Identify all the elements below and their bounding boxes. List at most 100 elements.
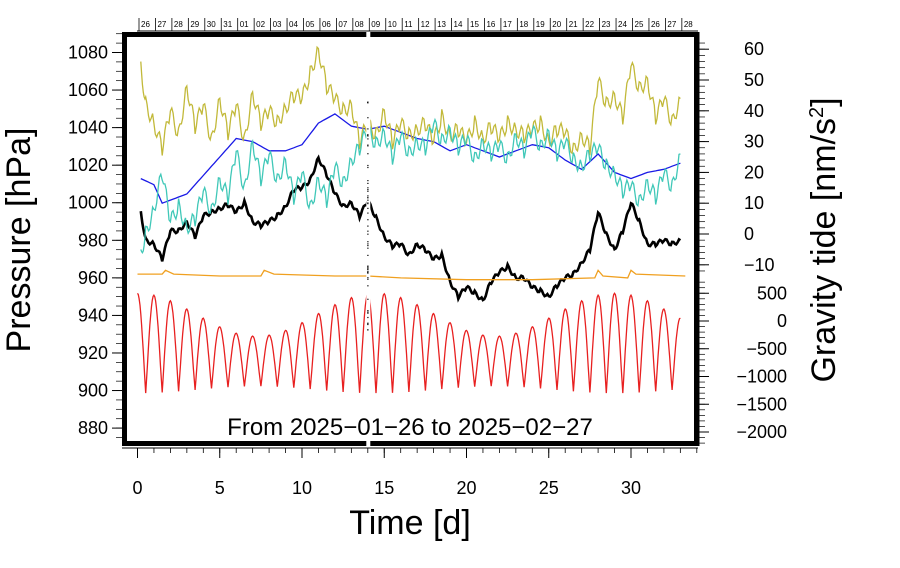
date-tick-label: 19: [536, 20, 545, 29]
gap-scatter-point: [367, 117, 368, 118]
date-tick-label: 02: [256, 20, 265, 29]
gap-scatter-point: [367, 255, 368, 256]
left-tick-label: 900: [78, 381, 108, 401]
x-tick-label: 25: [539, 478, 559, 498]
gap-scatter-point: [367, 189, 368, 190]
gap-scatter-point: [367, 312, 368, 313]
left-tick-label: 1020: [68, 155, 108, 175]
date-tick-label: 17: [503, 20, 512, 29]
gap-scatter-point: [367, 195, 368, 196]
gap-scatter-point: [367, 248, 368, 249]
gap-scatter-point: [367, 234, 368, 235]
left-axis-title: Pressure [hPa]: [0, 128, 38, 353]
gap-scatter-point: [367, 153, 368, 154]
gap-scatter-point: [367, 180, 368, 181]
gap-scatter-point: [367, 165, 368, 166]
right-upper-tick-label: 30: [744, 132, 764, 152]
right-axis-title-tail: ]: [805, 97, 843, 106]
gap-scatter-point: [367, 310, 368, 311]
gap-scatter-point: [367, 191, 368, 192]
gap-scatter-point: [367, 102, 368, 103]
date-tick-label: 21: [569, 20, 578, 29]
date-tick-label: 30: [207, 20, 216, 29]
date-tick-label: 04: [289, 20, 298, 29]
right-upper-tick-label: 10: [744, 193, 764, 213]
gap-scatter-point: [367, 271, 368, 272]
date-tick-label: 08: [355, 20, 364, 29]
x-tick-label: 20: [456, 478, 476, 498]
date-tick-label: 31: [223, 20, 232, 29]
right-upper-tick-label: 0: [744, 224, 754, 244]
date-tick-label: 07: [338, 20, 347, 29]
gap-scatter-point: [367, 231, 368, 232]
gap-scatter-point: [367, 273, 368, 274]
left-tick-label: 1080: [68, 43, 108, 63]
date-tick-label: 28: [174, 20, 183, 29]
right-lower-tick-label: −500: [746, 339, 787, 359]
date-tick-label: 13: [437, 20, 446, 29]
x-tick-label: 5: [215, 478, 225, 498]
left-tick-label: 920: [78, 343, 108, 363]
right-upper-tick-label: 40: [744, 101, 764, 121]
date-tick-label: 11: [404, 20, 413, 29]
x-axis-title: Time [d]: [349, 504, 471, 542]
gap-scatter-point: [367, 145, 368, 146]
left-tick-label: 1000: [68, 193, 108, 213]
gap-scatter-point: [367, 138, 368, 139]
right-upper-tick-label: 50: [744, 70, 764, 90]
left-tick-label: 940: [78, 305, 108, 325]
right-lower-tick-label: −1000: [736, 367, 787, 387]
right-lower-tick-label: 0: [777, 311, 787, 331]
right-lower-tick-label: −1500: [736, 394, 787, 414]
gap-scatter-point: [367, 241, 368, 242]
gap-scatter-point: [367, 313, 368, 314]
x-tick-label: 0: [132, 478, 142, 498]
left-tick-label: 1060: [68, 80, 108, 100]
gap-scatter-point: [367, 183, 368, 184]
date-tick-label: 12: [421, 20, 430, 29]
gap-scatter-point: [367, 202, 368, 203]
gap-scatter-point: [367, 323, 368, 324]
gap-scatter-point: [367, 299, 368, 300]
gap-scatter-point: [367, 167, 368, 168]
data-gap-marker: [366, 30, 370, 448]
date-tick-label: 26: [651, 20, 660, 29]
gap-scatter-point: [367, 197, 368, 198]
date-tick-label: 29: [190, 20, 199, 29]
date-tick-label: 10: [388, 20, 397, 29]
right-lower-tick-label: −2000: [736, 422, 787, 442]
gap-scatter-point: [367, 277, 368, 278]
gap-scatter-point: [367, 128, 368, 129]
left-tick-label: 1040: [68, 118, 108, 138]
date-tick-label: 27: [157, 20, 166, 29]
date-tick-label: 28: [684, 20, 693, 29]
right-axis-title: Gravity tide [nm/s2]: [805, 97, 843, 382]
right-axis-title-sup: 2: [806, 107, 828, 118]
gap-scatter-point: [367, 187, 368, 188]
right-upper-tick-label: 60: [744, 39, 764, 59]
gap-scatter-point: [367, 213, 368, 214]
gap-scatter-point: [367, 266, 368, 267]
gap-scatter-point: [367, 134, 368, 135]
date-tick-label: 23: [602, 20, 611, 29]
left-tick-label: 880: [78, 418, 108, 438]
date-tick-label: 14: [454, 20, 463, 29]
date-tick-label: 24: [618, 20, 627, 29]
date-tick-label: 26: [141, 20, 150, 29]
gap-scatter-point: [367, 200, 368, 201]
date-tick-label: 03: [273, 20, 282, 29]
gap-scatter-point: [367, 317, 368, 318]
date-tick-label: 01: [240, 20, 249, 29]
gap-scatter-point: [367, 243, 368, 244]
x-tick-label: 30: [621, 478, 641, 498]
right-axis-title-base: Gravity tide [nm/s: [805, 118, 843, 383]
left-tick-label: 960: [78, 268, 108, 288]
left-tick-label: 980: [78, 230, 108, 250]
date-tick-label: 15: [470, 20, 479, 29]
gap-scatter-point: [367, 269, 368, 270]
date-tick-label: 20: [552, 20, 561, 29]
gap-scatter-point: [367, 219, 368, 220]
gap-scatter-point: [367, 285, 368, 286]
x-tick-label: 15: [374, 478, 394, 498]
date-tick-label: 22: [585, 20, 594, 29]
